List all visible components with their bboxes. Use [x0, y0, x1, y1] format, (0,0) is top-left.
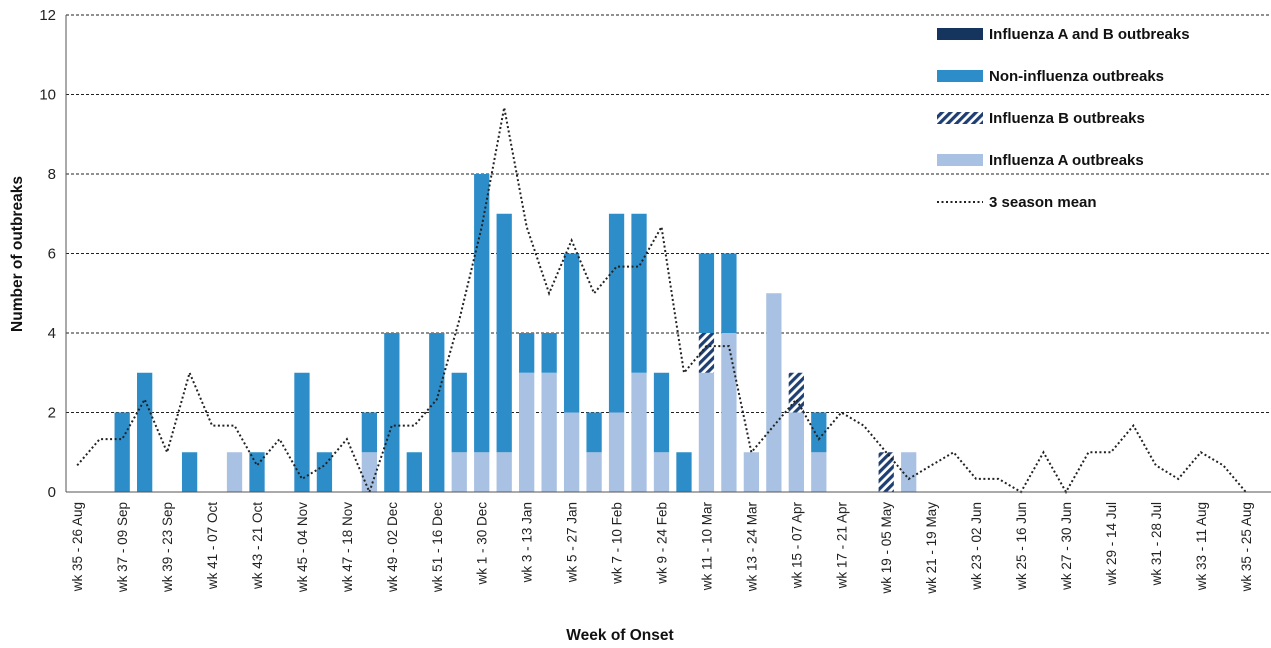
bar-influenza-a-outbreaks: [564, 413, 579, 493]
x-tick-label: wk 19 - 05 May: [879, 502, 894, 595]
y-tick-label: 0: [48, 484, 56, 501]
bar-influenza-a-outbreaks: [542, 373, 557, 492]
bar-influenza-a-outbreaks: [744, 452, 759, 492]
bar-non-influenza-outbreaks: [294, 373, 309, 492]
x-tick-label: wk 15 - 07 Apr: [789, 501, 804, 589]
bar-non-influenza-outbreaks: [474, 174, 489, 452]
bar-influenza-a-outbreaks: [227, 452, 242, 492]
bar-influenza-a-outbreaks: [721, 333, 736, 492]
bar-non-influenza-outbreaks: [497, 214, 512, 453]
bar-non-influenza-outbreaks: [811, 413, 826, 453]
x-tick-label: wk 37 - 09 Sep: [115, 502, 130, 593]
bar-influenza-a-outbreaks: [474, 452, 489, 492]
y-tick-label: 2: [48, 405, 56, 422]
legend-swatch: [937, 112, 983, 124]
bar-non-influenza-outbreaks: [631, 214, 646, 373]
x-tick-label: wk 35 - 26 Aug: [70, 502, 85, 592]
x-tick-label: wk 41 - 07 Oct: [205, 502, 220, 590]
x-tick-label: wk 31 - 28 Jul: [1149, 502, 1164, 586]
legend-swatch: [937, 70, 983, 82]
y-tick-label: 4: [48, 325, 56, 342]
y-tick-label: 6: [48, 246, 56, 263]
bar-influenza-a-outbreaks: [654, 452, 669, 492]
x-tick-label: wk 29 - 14 Jul: [1104, 502, 1119, 586]
bar-influenza-a-outbreaks: [699, 373, 714, 492]
x-tick-label: wk 27 - 30 Jun: [1059, 502, 1074, 591]
legend-label: Influenza B outbreaks: [989, 110, 1145, 127]
x-tick-label: wk 45 - 04 Nov: [295, 502, 310, 593]
bar-non-influenza-outbreaks: [384, 333, 399, 492]
x-tick-label: wk 35 - 25 Aug: [1239, 502, 1254, 592]
y-tick-label: 12: [39, 7, 56, 24]
bar-non-influenza-outbreaks: [317, 452, 332, 492]
bar-influenza-b-outbreaks: [789, 373, 804, 413]
x-tick-label: wk 21 - 19 May: [924, 502, 939, 595]
legend-swatch: [937, 154, 983, 166]
bar-influenza-a-outbreaks: [362, 452, 377, 492]
x-axis-title: Week of Onset: [566, 627, 673, 644]
x-tick-label: wk 49 - 02 Dec: [385, 502, 400, 593]
bar-non-influenza-outbreaks: [115, 413, 130, 493]
x-tick-label: wk 25 - 16 Jun: [1014, 502, 1029, 591]
bar-non-influenza-outbreaks: [182, 452, 197, 492]
bar-influenza-a-outbreaks: [631, 373, 646, 492]
bar-influenza-a-outbreaks: [789, 413, 804, 493]
legend-label: Influenza A and B outbreaks: [989, 26, 1190, 43]
x-tick-label: wk 9 - 24 Feb: [655, 502, 670, 585]
bar-non-influenza-outbreaks: [362, 413, 377, 453]
bar-influenza-a-outbreaks: [766, 293, 781, 492]
bar-non-influenza-outbreaks: [137, 373, 152, 492]
bar-non-influenza-outbreaks: [721, 254, 736, 334]
x-tick-label: wk 47 - 18 Nov: [340, 502, 355, 593]
x-tick-labels: wk 35 - 26 Aug wk 37 - 09 Sep wk 39 - 23 S…: [70, 501, 1254, 594]
bar-influenza-a-outbreaks: [811, 452, 826, 492]
bar-non-influenza-outbreaks: [609, 214, 624, 413]
bar-influenza-a-outbreaks: [609, 413, 624, 493]
x-tick-label: wk 1 - 30 Dec: [475, 502, 490, 586]
x-tick-label: wk 5 - 27 Jan: [565, 502, 580, 583]
legend-label: Influenza A outbreaks: [989, 152, 1144, 169]
x-tick-label: wk 3 - 13 Jan: [520, 502, 535, 583]
bar-non-influenza-outbreaks: [542, 333, 557, 373]
bar-influenza-a-outbreaks: [519, 373, 534, 492]
bar-non-influenza-outbreaks: [249, 452, 264, 492]
x-tick-label: wk 23 - 02 Jun: [969, 502, 984, 591]
legend-label: Non-influenza outbreaks: [989, 68, 1164, 85]
bar-non-influenza-outbreaks: [519, 333, 534, 373]
legend-swatch: [937, 28, 983, 40]
bar-influenza-a-outbreaks: [452, 452, 467, 492]
bar-non-influenza-outbreaks: [407, 452, 422, 492]
bar-non-influenza-outbreaks: [654, 373, 669, 453]
bar-non-influenza-outbreaks: [586, 413, 601, 453]
bar-non-influenza-outbreaks: [452, 373, 467, 453]
legend: Influenza A and B outbreaks Non-influenza…: [937, 26, 1190, 211]
x-tick-label: wk 13 - 24 Mar: [744, 502, 759, 593]
bar-non-influenza-outbreaks: [676, 452, 691, 492]
bar-non-influenza-outbreaks: [564, 254, 579, 413]
x-tick-label: wk 17 - 21 Apr: [834, 502, 849, 590]
x-tick-label: wk 43 - 21 Oct: [250, 502, 265, 590]
bar-influenza-a-outbreaks: [497, 452, 512, 492]
y-tick-labels: 0 2 4 6 8 10 12: [39, 7, 56, 501]
x-tick-label: wk 33 - 11 Aug: [1194, 502, 1209, 591]
x-tick-label: wk 11 - 10 Mar: [699, 501, 714, 591]
bar-influenza-a-outbreaks: [586, 452, 601, 492]
x-tick-label: wk 39 - 23 Sep: [160, 502, 175, 593]
x-tick-label: wk 51 - 16 Dec: [430, 502, 445, 593]
y-tick-label: 10: [39, 87, 56, 104]
x-tick-label: wk 7 - 10 Feb: [610, 502, 625, 585]
bar-non-influenza-outbreaks: [429, 333, 444, 492]
y-tick-label: 8: [48, 166, 56, 183]
legend-label: 3 season mean: [989, 194, 1097, 211]
bar-non-influenza-outbreaks: [699, 254, 714, 334]
y-axis-title: Number of outbreaks: [9, 176, 26, 332]
